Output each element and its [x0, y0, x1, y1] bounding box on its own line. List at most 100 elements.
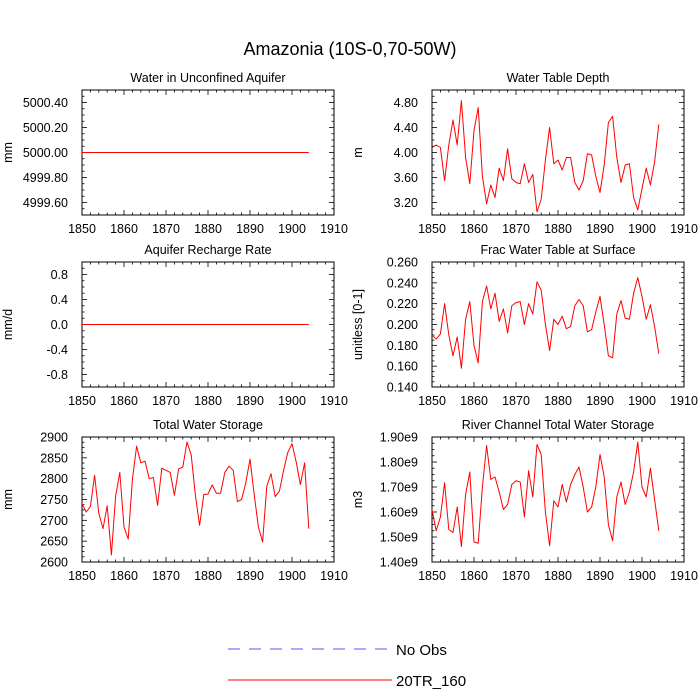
- y-axis-label: unitless [0-1]: [351, 289, 365, 360]
- y-axis-label: mm/d: [1, 309, 15, 340]
- x-tick-label: 1850: [68, 222, 96, 236]
- y-tick-label: 0.220: [387, 297, 418, 311]
- y-tick-label: 2900: [40, 431, 68, 445]
- y-tick-label: 4.40: [394, 121, 418, 135]
- legend-label-20tr-160: 20TR_160: [396, 673, 466, 690]
- x-tick-label: 1880: [544, 222, 572, 236]
- x-tick-label: 1880: [194, 569, 222, 583]
- y-tick-label: -0.4: [46, 343, 68, 357]
- y-tick-label: 0.240: [387, 276, 418, 290]
- x-tick-label: 1860: [460, 222, 488, 236]
- chart-panels: Water in Unconfined Aquifer mm 1850 1860 187…: [1, 71, 698, 583]
- y-tick-label: 4.00: [394, 146, 418, 160]
- plot-frame: [431, 89, 685, 216]
- x-tick-label: 1860: [110, 394, 138, 408]
- panel-title: Water Table Depth: [507, 71, 610, 85]
- panel-total-water-storage: Total Water Storage mm 1850 1860 1870 1880 189…: [1, 418, 348, 583]
- series-line-20tr-160: [431, 277, 660, 369]
- x-tick-label: 1910: [670, 222, 698, 236]
- y-tick-label: 2700: [40, 514, 68, 528]
- plot-frame: [431, 436, 685, 563]
- panel-title: Aquifer Recharge Rate: [144, 243, 271, 257]
- panel-aquifer-recharge-rate: Aquifer Recharge Rate mm/d 1850 1860 1870 188…: [1, 243, 348, 408]
- y-tick-label: 2650: [40, 535, 68, 549]
- x-tick-label: 1870: [502, 222, 530, 236]
- x-tick-label: 1890: [586, 569, 614, 583]
- y-tick-label: 0.180: [387, 339, 418, 353]
- y-tick-label: 1.90e9: [380, 431, 418, 445]
- y-axis-label: m: [351, 147, 365, 157]
- y-tick-label: 1.40e9: [380, 556, 418, 570]
- x-tick-label: 1910: [320, 569, 348, 583]
- y-tick-label: 5000.20: [23, 121, 68, 135]
- x-tick-label: 1910: [670, 394, 698, 408]
- series-line-20tr-160: [431, 441, 660, 547]
- x-tick-label: 1880: [544, 569, 572, 583]
- x-tick-label: 1900: [628, 394, 656, 408]
- x-tick-label: 1890: [586, 222, 614, 236]
- x-tick-label: 1870: [152, 569, 180, 583]
- panel-water-table-depth: Water Table Depth m 1850 1860 1870 1880 1890 19…: [351, 71, 698, 236]
- x-tick-label: 1900: [278, 222, 306, 236]
- x-tick-label: 1860: [460, 569, 488, 583]
- y-tick-label: 5000.40: [23, 96, 68, 110]
- y-tick-label: 2850: [40, 451, 68, 465]
- series-line-20tr-160: [81, 441, 310, 556]
- y-tick-label: 4999.60: [23, 196, 68, 210]
- y-tick-label: 0.0: [51, 318, 68, 332]
- x-tick-label: 1910: [320, 222, 348, 236]
- y-tick-label: 2800: [40, 472, 68, 486]
- x-tick-label: 1890: [236, 394, 264, 408]
- y-tick-label: 1.50e9: [380, 531, 418, 545]
- y-tick-label: 0.140: [387, 381, 418, 395]
- y-axis-label: m3: [351, 491, 365, 508]
- series-line-20tr-160: [431, 100, 660, 213]
- x-tick-label: 1880: [544, 394, 572, 408]
- x-tick-label: 1870: [502, 394, 530, 408]
- x-tick-label: 1880: [194, 222, 222, 236]
- x-tick-label: 1900: [628, 569, 656, 583]
- panel-frac-water-table-at-surface: Frac Water Table at Surface unitless [0-1…: [351, 243, 698, 408]
- y-tick-label: 0.4: [51, 293, 68, 307]
- x-tick-label: 1870: [152, 394, 180, 408]
- y-tick-label: 0.260: [387, 256, 418, 270]
- figure-title: Amazonia (10S-0,70-50W): [243, 39, 456, 59]
- y-tick-label: 0.8: [51, 268, 68, 282]
- x-tick-label: 1850: [68, 394, 96, 408]
- y-tick-label: 1.70e9: [380, 481, 418, 495]
- x-tick-label: 1890: [586, 394, 614, 408]
- x-tick-label: 1850: [418, 222, 446, 236]
- legend-label-no-obs: No Obs: [396, 642, 447, 659]
- y-tick-label: 2750: [40, 493, 68, 507]
- x-tick-label: 1870: [152, 222, 180, 236]
- legend: No Obs 20TR_160: [228, 642, 466, 690]
- y-tick-label: 5000.00: [23, 146, 68, 160]
- x-tick-label: 1860: [460, 394, 488, 408]
- x-tick-label: 1910: [320, 394, 348, 408]
- panel-title: Frac Water Table at Surface: [481, 243, 636, 257]
- y-tick-label: 1.80e9: [380, 456, 418, 470]
- x-tick-label: 1910: [670, 569, 698, 583]
- x-tick-label: 1900: [278, 394, 306, 408]
- x-tick-label: 1890: [236, 569, 264, 583]
- y-axis-label: mm: [1, 142, 15, 163]
- panel-title: Water in Unconfined Aquifer: [130, 71, 285, 85]
- x-tick-label: 1860: [110, 222, 138, 236]
- plot-frame: [81, 436, 335, 563]
- y-tick-label: 3.60: [394, 171, 418, 185]
- y-tick-label: 2600: [40, 556, 68, 570]
- y-tick-label: 1.60e9: [380, 506, 418, 520]
- y-tick-label: 4.80: [394, 96, 418, 110]
- x-tick-label: 1900: [628, 222, 656, 236]
- panel-title: River Channel Total Water Storage: [462, 418, 655, 432]
- panel-title: Total Water Storage: [153, 418, 263, 432]
- x-tick-label: 1850: [68, 569, 96, 583]
- panel-water-in-unconfined-aquifer: Water in Unconfined Aquifer mm 1850 1860 187…: [1, 71, 348, 236]
- y-tick-label: -0.8: [46, 368, 68, 382]
- x-tick-label: 1900: [278, 569, 306, 583]
- x-tick-label: 1850: [418, 394, 446, 408]
- x-tick-label: 1880: [194, 394, 222, 408]
- x-tick-label: 1870: [502, 569, 530, 583]
